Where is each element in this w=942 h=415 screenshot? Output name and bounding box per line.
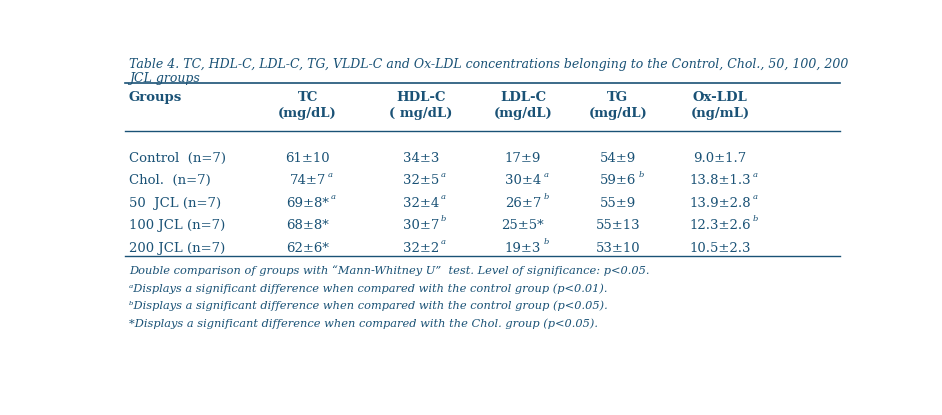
Text: Chol.  (n=7): Chol. (n=7)	[129, 174, 210, 188]
Text: Ox-LDL: Ox-LDL	[692, 91, 747, 104]
Text: Groups: Groups	[129, 91, 182, 104]
Text: 74±7: 74±7	[289, 174, 326, 188]
Text: a: a	[441, 193, 446, 201]
Text: b: b	[441, 215, 447, 223]
Text: 68±8*: 68±8*	[286, 219, 329, 232]
Text: HDL-C: HDL-C	[396, 91, 446, 104]
Text: 62±6*: 62±6*	[286, 242, 329, 254]
Text: b: b	[753, 215, 758, 223]
Text: 12.3±2.6: 12.3±2.6	[690, 219, 751, 232]
Text: TG: TG	[608, 91, 628, 104]
Text: 30±7: 30±7	[402, 219, 439, 232]
Text: (mg/dL): (mg/dL)	[278, 107, 337, 120]
Text: 34±3: 34±3	[402, 152, 439, 165]
Text: 26±7: 26±7	[505, 197, 541, 210]
Text: a: a	[441, 238, 446, 246]
Text: b: b	[544, 238, 548, 246]
Text: 55±13: 55±13	[595, 219, 641, 232]
Text: *Displays a significant difference when compared with the Chol. group (p<0.05).: *Displays a significant difference when …	[129, 318, 598, 329]
Text: 32±4: 32±4	[402, 197, 439, 210]
Text: 32±5: 32±5	[402, 174, 439, 188]
Text: ( mg/dL): ( mg/dL)	[389, 107, 452, 120]
Text: JCL groups: JCL groups	[129, 72, 200, 85]
Text: 61±10: 61±10	[285, 152, 330, 165]
Text: 69±8*: 69±8*	[286, 197, 329, 210]
Text: a: a	[544, 171, 548, 178]
Text: b: b	[639, 171, 643, 178]
Text: a: a	[753, 171, 758, 178]
Text: a: a	[328, 171, 333, 178]
Text: 53±10: 53±10	[595, 242, 641, 254]
Text: (ng/mL): (ng/mL)	[690, 107, 750, 120]
Text: 9.0±1.7: 9.0±1.7	[693, 152, 747, 165]
Text: a: a	[332, 193, 336, 201]
Text: 10.5±2.3: 10.5±2.3	[690, 242, 751, 254]
Text: 19±3: 19±3	[505, 242, 541, 254]
Text: 30±4: 30±4	[505, 174, 541, 188]
Text: a: a	[441, 171, 446, 178]
Text: Double comparison of groups with “Mann-Whitney U”  test. Level of significance: : Double comparison of groups with “Mann-W…	[129, 266, 649, 276]
Text: a: a	[753, 193, 758, 201]
Text: ᵇDisplays a significant difference when compared with the control group (p<0.05): ᵇDisplays a significant difference when …	[129, 300, 608, 311]
Text: 32±2: 32±2	[402, 242, 439, 254]
Text: 13.9±2.8: 13.9±2.8	[690, 197, 751, 210]
Text: 100 JCL (n=7): 100 JCL (n=7)	[129, 219, 225, 232]
Text: (mg/dL): (mg/dL)	[494, 107, 552, 120]
Text: 50  JCL (n=7): 50 JCL (n=7)	[129, 197, 220, 210]
Text: 25±5*: 25±5*	[502, 219, 544, 232]
Text: 55±9: 55±9	[600, 197, 636, 210]
Text: Control  (n=7): Control (n=7)	[129, 152, 226, 165]
Text: 54±9: 54±9	[600, 152, 636, 165]
Text: ᵃDisplays a significant difference when compared with the control group (p<0.01): ᵃDisplays a significant difference when …	[129, 283, 608, 294]
Text: Table 4. TC, HDL-C, LDL-C, TG, VLDL-C and Ox-LDL concentrations belonging to the: Table 4. TC, HDL-C, LDL-C, TG, VLDL-C an…	[129, 58, 848, 71]
Text: 59±6: 59±6	[600, 174, 636, 188]
Text: (mg/dL): (mg/dL)	[589, 107, 647, 120]
Text: 17±9: 17±9	[505, 152, 541, 165]
Text: 13.8±1.3: 13.8±1.3	[690, 174, 751, 188]
Text: LDL-C: LDL-C	[500, 91, 546, 104]
Text: TC: TC	[298, 91, 317, 104]
Text: b: b	[544, 193, 548, 201]
Text: 200 JCL (n=7): 200 JCL (n=7)	[129, 242, 225, 254]
